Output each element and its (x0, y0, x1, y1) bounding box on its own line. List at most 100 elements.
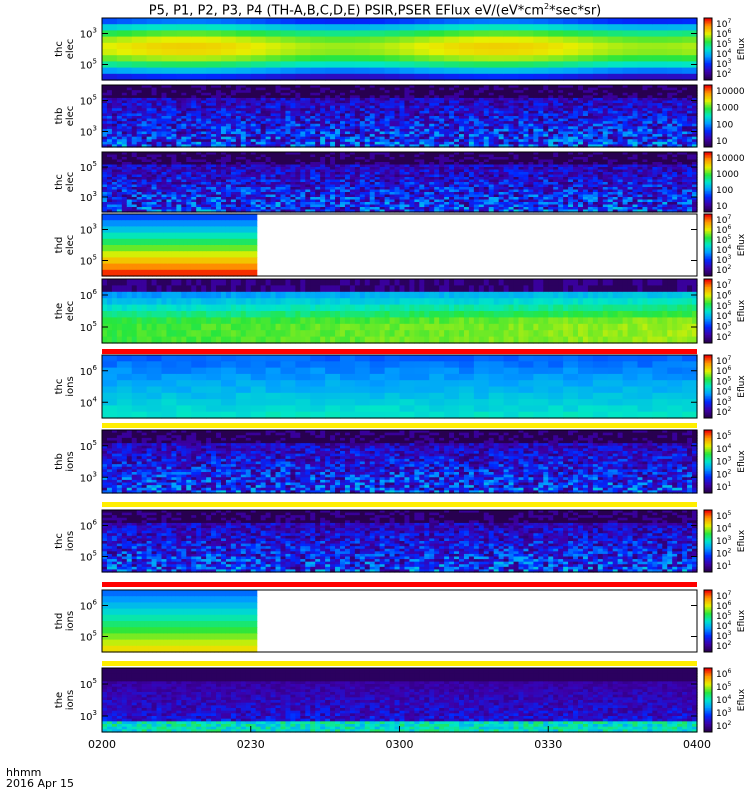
spectrogram-cell (295, 24, 310, 31)
spectrogram-cell (578, 43, 593, 50)
spectrogram-cell (667, 30, 682, 37)
spectrogram-cell (667, 61, 682, 68)
spectrogram-cell (667, 49, 682, 56)
spectrogram-cell (117, 30, 132, 37)
spectrogram-cell (281, 30, 296, 37)
spectrogram-cell (474, 49, 489, 56)
spectrogram-cell (623, 61, 638, 68)
spectrogram-cell (489, 43, 504, 50)
spectrogram-cell (578, 30, 593, 37)
spectrogram-cell (102, 24, 117, 31)
colorbar-tick-label: 10 (716, 137, 728, 147)
spectrogram-cell (236, 43, 251, 50)
spectrogram-cell (548, 61, 563, 68)
spectrogram-cell (325, 30, 340, 37)
spectrogram-cell (533, 68, 548, 75)
panel-ylabel: thc (54, 41, 65, 57)
spectrogram-cell (295, 43, 310, 50)
spectrogram-cell (533, 24, 548, 31)
spectrogram-cell (563, 43, 578, 50)
spectrogram-cell (221, 61, 236, 68)
spectrogram-cell (221, 18, 236, 25)
spectrogram-cell (162, 55, 177, 62)
spectrogram-cell (652, 18, 667, 25)
spectrogram-cell (444, 30, 459, 37)
spectrogram-cell (429, 37, 444, 44)
spectrogram-cell (221, 55, 236, 62)
spectrogram-cell (236, 49, 251, 56)
spectrogram-cell (519, 61, 534, 68)
spectrogram-cell (176, 30, 191, 37)
spectrogram-cell (444, 55, 459, 62)
spectrogram-cell (385, 30, 400, 37)
colorbar-tick-label: 10000 (716, 87, 745, 97)
spectrogram-cell (310, 18, 325, 25)
spectrogram-cell (206, 24, 221, 31)
spectrogram-cell (429, 68, 444, 75)
spectrogram-cell (191, 30, 206, 37)
spectrogram-cell (355, 43, 370, 50)
spectrogram-cell (563, 30, 578, 37)
spectrogram-cell (474, 55, 489, 62)
y-tick-label: 103 (80, 27, 97, 41)
spectrogram-cell (147, 55, 162, 62)
spectrogram-cell (400, 61, 415, 68)
colorbar-tick-label: 1000 (716, 104, 739, 114)
spectrogram-cell (593, 49, 608, 56)
spectrogram-cell (519, 43, 534, 50)
spectrogram-cell (162, 37, 177, 44)
spectrogram-cell (147, 68, 162, 75)
spectrogram-cell (533, 18, 548, 25)
panel-ylabel: thb (54, 108, 65, 125)
spectrogram-cell (162, 68, 177, 75)
spectrogram-cell (623, 18, 638, 25)
spectrogram-cell (578, 68, 593, 75)
spectrogram-cell (682, 55, 697, 62)
spectrogram-cell (548, 24, 563, 31)
spectrogram-cell (191, 49, 206, 56)
spectrogram-cell (652, 68, 667, 75)
spectrogram-cell (504, 18, 519, 25)
spectrogram-cell (578, 24, 593, 31)
spectrogram-cell (459, 30, 474, 37)
spectrogram-cell (385, 24, 400, 31)
spectrogram-cell (623, 55, 638, 62)
spectrogram-cell (474, 24, 489, 31)
spectrogram-cell (429, 49, 444, 56)
spectrogram-cell (593, 55, 608, 62)
spectrogram-cell (370, 55, 385, 62)
spectrogram-cell (548, 30, 563, 37)
spectrogram-cell (206, 18, 221, 25)
spectrogram-cell (176, 68, 191, 75)
spectrogram-cell (191, 61, 206, 68)
spectrogram-cell (266, 55, 281, 62)
spectrogram-cell (414, 61, 429, 68)
spectrogram-cell (638, 30, 653, 37)
spectrogram-cell (652, 55, 667, 62)
spectrogram-cell (340, 43, 355, 50)
spectrogram-cell (623, 30, 638, 37)
spectrogram-panel (102, 18, 698, 81)
spectrogram-cell (385, 55, 400, 62)
spectrogram-cell (251, 37, 266, 44)
spectrogram-cell (251, 68, 266, 75)
colorbar-tick-exponent: 3 (727, 58, 731, 65)
spectrogram-cell (400, 68, 415, 75)
spectrogram-cell (325, 55, 340, 62)
spectrogram-cell (563, 24, 578, 31)
spectrogram-cell (638, 61, 653, 68)
panel-ylabel: elec (65, 39, 76, 60)
spectrogram-cell (414, 55, 429, 62)
spectrogram-cell (266, 37, 281, 44)
spectrogram-cell (444, 68, 459, 75)
spectrogram-cell (236, 30, 251, 37)
spectrogram-cell (578, 37, 593, 44)
spectrogram-cell (162, 61, 177, 68)
spectrogram-cell (102, 18, 117, 25)
spectrogram-cell (400, 18, 415, 25)
spectrogram-cell (206, 49, 221, 56)
spectrogram-cell (236, 24, 251, 31)
spectrogram-cell (504, 30, 519, 37)
spectrogram-cell (355, 30, 370, 37)
